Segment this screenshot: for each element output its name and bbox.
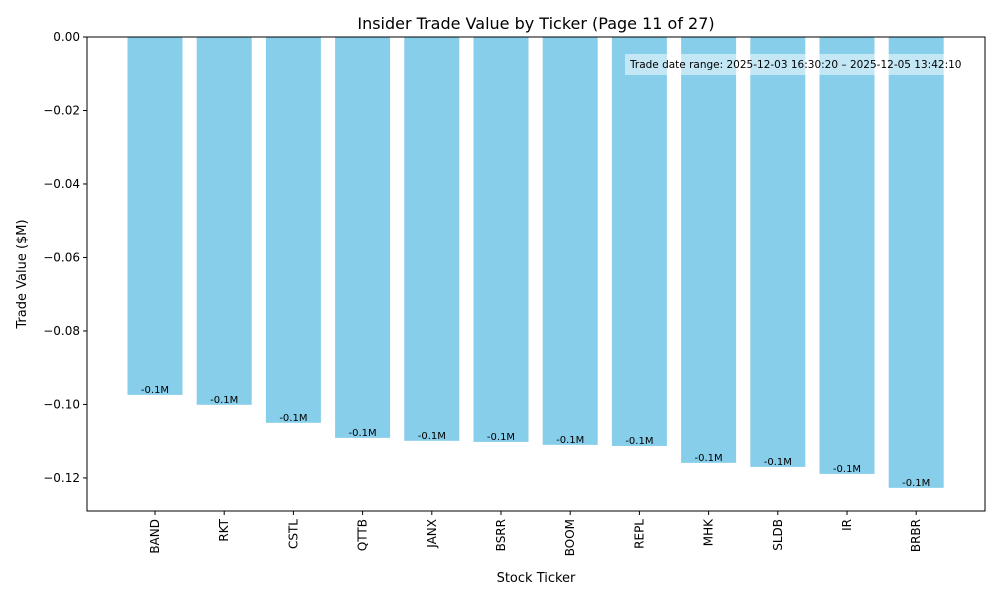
x-tick-label: CSTL (286, 519, 300, 549)
bar-mhk (681, 37, 737, 463)
data-label: -0.1M (349, 428, 377, 439)
bar-brbr (888, 37, 944, 488)
x-tick-label: RKT (217, 518, 231, 541)
bar-repl (611, 37, 667, 446)
y-tick-label: −0.12 (43, 471, 80, 485)
y-tick-label: −0.04 (43, 177, 80, 191)
bar-sldb (750, 37, 806, 467)
x-tick-label: BOOM (563, 519, 577, 556)
y-tick-label: −0.02 (43, 103, 80, 117)
y-tick-label: −0.08 (43, 324, 80, 338)
x-axis-label: Stock Ticker (497, 571, 576, 586)
bar-bsrr (473, 37, 529, 442)
y-tick-label: −0.06 (43, 250, 80, 264)
y-tick-label: 0.00 (53, 30, 80, 44)
bar-janx (404, 37, 460, 441)
x-tick-label: JANX (425, 519, 439, 549)
data-label: -0.1M (487, 432, 515, 443)
data-label: -0.1M (625, 436, 653, 447)
data-label: -0.1M (141, 385, 169, 396)
x-tick-label: BSRR (494, 519, 508, 551)
x-tick-label: SLDB (771, 519, 785, 551)
data-label: -0.1M (833, 464, 861, 475)
x-tick-label: REPL (632, 519, 646, 549)
date-range-annotation: Trade date range: 2025-12-03 16:30:20 – … (629, 59, 961, 71)
data-label: -0.1M (418, 431, 446, 442)
chart-title: Insider Trade Value by Ticker (Page 11 o… (357, 14, 714, 33)
x-tick-label: QTTB (356, 519, 370, 551)
data-label: -0.1M (556, 435, 584, 446)
y-axis-label: Trade Value ($M) (15, 219, 30, 329)
bar-cstl (265, 37, 321, 423)
plot-frame (86, 36, 986, 512)
x-tick-label: MHK (702, 518, 716, 546)
data-label: -0.1M (902, 478, 930, 489)
data-label: -0.1M (210, 395, 238, 406)
bar-rkt (196, 37, 252, 405)
data-label: -0.1M (764, 457, 792, 468)
bar-qttb (335, 37, 391, 438)
bar-ir (819, 37, 875, 474)
annotation-box (625, 54, 985, 75)
x-tick-label: BAND (148, 519, 162, 554)
bar-boom (542, 37, 598, 445)
data-label: -0.1M (695, 453, 723, 464)
x-tick-label: BRBR (909, 519, 923, 552)
y-tick-label: −0.10 (43, 397, 80, 411)
x-tick-label: IR (840, 519, 854, 531)
bar-band (127, 37, 183, 395)
data-label: -0.1M (279, 413, 307, 424)
